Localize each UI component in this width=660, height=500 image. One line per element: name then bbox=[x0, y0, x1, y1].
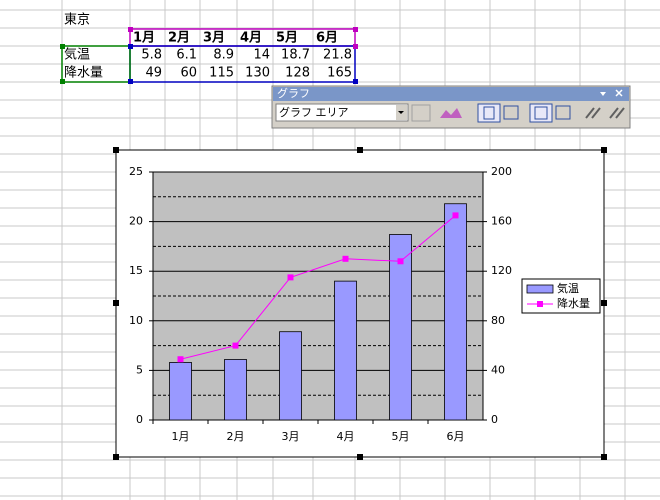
angle-text-buttons[interactable] bbox=[609, 107, 625, 119]
marker bbox=[287, 274, 294, 281]
header-cell: 4月 bbox=[240, 31, 262, 46]
x-tick-label: 1月 bbox=[172, 430, 190, 443]
toolbar-title: グラフ bbox=[277, 86, 310, 100]
angle-text-buttons[interactable] bbox=[585, 107, 601, 119]
line bbox=[180, 215, 456, 360]
y-tick-label: 10 bbox=[129, 314, 143, 327]
handle bbox=[601, 454, 607, 460]
handle bbox=[128, 79, 133, 84]
x-tick-label: 4月 bbox=[337, 430, 355, 443]
bar bbox=[279, 331, 302, 421]
format-button[interactable] bbox=[411, 104, 431, 122]
header-cell: 2月 bbox=[168, 31, 190, 46]
value-cell: 18.7 bbox=[281, 48, 310, 63]
handle bbox=[357, 454, 363, 460]
y-tick-label: 5 bbox=[136, 363, 143, 376]
legend-label: 降水量 bbox=[557, 296, 590, 310]
handle bbox=[353, 27, 358, 32]
toolbar-menu[interactable] bbox=[600, 92, 606, 96]
labels-range bbox=[61, 45, 131, 83]
chart-object-name: グラフ エリア bbox=[279, 105, 349, 119]
header-cell: 1月 bbox=[133, 31, 155, 46]
chart: 0 5 10 15 20 25 0 40 80 120 160 200 1月 2月 3月 4月 5月 6月 気温降水… bbox=[129, 165, 601, 443]
handle bbox=[601, 147, 607, 153]
legend bbox=[521, 278, 601, 314]
toolbar-close[interactable] bbox=[615, 89, 623, 97]
x-tick-label: 3月 bbox=[282, 430, 300, 443]
legend-swatch bbox=[526, 284, 554, 294]
value-cell: 115 bbox=[209, 66, 234, 81]
by-row-icon bbox=[534, 106, 548, 120]
y2-tick-label: 40 bbox=[491, 363, 505, 376]
value-cell: 130 bbox=[245, 66, 270, 81]
handle bbox=[353, 44, 358, 49]
handle bbox=[60, 79, 65, 84]
y-tick-label: 20 bbox=[129, 215, 143, 228]
x-tick-label: 2月 bbox=[227, 430, 245, 443]
handle bbox=[128, 27, 133, 32]
data-table-button[interactable] bbox=[503, 105, 519, 120]
handle bbox=[113, 147, 119, 153]
row-label: 気温 bbox=[64, 47, 90, 63]
marker bbox=[177, 356, 184, 363]
bar bbox=[334, 280, 357, 421]
handle bbox=[357, 147, 363, 153]
handle bbox=[60, 44, 65, 49]
y2-tick-label: 120 bbox=[491, 264, 512, 277]
value-cell: 8.9 bbox=[213, 48, 234, 63]
x-tick-label: 5月 bbox=[392, 430, 410, 443]
chart-handles bbox=[113, 147, 607, 460]
handle bbox=[601, 300, 607, 306]
handle bbox=[113, 300, 119, 306]
y-tick-label: 0 bbox=[136, 413, 143, 426]
bar bbox=[169, 362, 192, 421]
y-tick-label: 15 bbox=[129, 264, 143, 277]
header-cell: 5月 bbox=[276, 31, 298, 46]
bar bbox=[224, 359, 247, 421]
value-cell: 21.8 bbox=[323, 48, 352, 63]
header-cell: 3月 bbox=[203, 31, 225, 46]
marker bbox=[452, 212, 459, 219]
sheet-title: 東京 bbox=[64, 12, 90, 28]
value-cell: 128 bbox=[285, 66, 310, 81]
y2-tick-label: 0 bbox=[491, 413, 498, 426]
x-tick-label: 6月 bbox=[447, 430, 465, 443]
marker bbox=[342, 255, 349, 262]
legend-label: 気温 bbox=[557, 281, 579, 295]
handle bbox=[353, 79, 358, 84]
handle bbox=[128, 44, 133, 49]
chart-type-icon bbox=[440, 108, 462, 118]
y-tick-label: 25 bbox=[129, 165, 143, 178]
by-column-button[interactable] bbox=[555, 105, 571, 120]
legend-icon bbox=[483, 106, 495, 120]
range-handles bbox=[60, 27, 358, 84]
chart-object-dropdown[interactable] bbox=[275, 103, 409, 122]
y2-tick-label: 80 bbox=[491, 314, 505, 327]
y2-tick-label: 160 bbox=[491, 215, 512, 228]
chart-toolbar: グラフ グラフ エリア bbox=[271, 85, 631, 129]
handle bbox=[113, 454, 119, 460]
marker bbox=[232, 342, 239, 349]
legend-marker bbox=[537, 301, 543, 307]
value-cell: 49 bbox=[145, 66, 162, 81]
value-cell: 165 bbox=[327, 66, 352, 81]
value-cell: 60 bbox=[180, 66, 197, 81]
dropdown-arrow bbox=[398, 111, 404, 114]
toolbar-titlebar bbox=[273, 87, 629, 101]
bar bbox=[389, 234, 412, 421]
value-cell: 6.1 bbox=[176, 48, 197, 63]
row-label: 降水量 bbox=[64, 66, 103, 81]
header-cell: 6月 bbox=[316, 31, 338, 46]
bar bbox=[444, 203, 467, 421]
marker bbox=[397, 258, 404, 265]
value-cell: 14 bbox=[253, 48, 270, 63]
value-cell: 5.8 bbox=[141, 48, 162, 63]
y2-tick-label: 200 bbox=[491, 165, 512, 178]
